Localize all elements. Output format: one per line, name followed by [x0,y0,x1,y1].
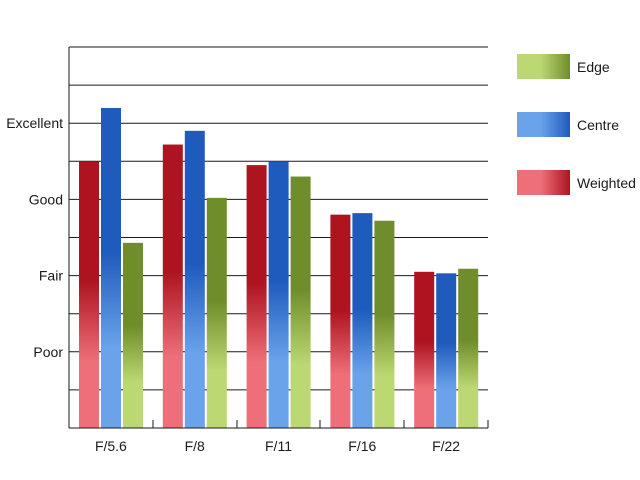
y-tick-label: Fair [39,268,63,284]
bar-weighted-f56 [79,161,99,429]
bar-weighted-f11 [246,165,267,429]
y-tick-label: Good [29,191,63,207]
x-category-label: F/11 [265,438,292,454]
bar-edge-f56 [123,242,143,428]
bar-weighted-f22 [414,271,435,428]
y-axis-tick-labels: Poor Fair Good Excellent [6,115,63,360]
bar-series-group [79,107,479,429]
x-category-label: F/5.6 [95,438,127,454]
axes [68,47,489,429]
bar-edge-f11 [290,176,311,428]
bar-centre-f8 [184,130,205,428]
bar-edge-f22 [458,268,479,428]
legend-label-centre: Centre [577,117,619,133]
bar-weighted-f16 [330,214,351,428]
x-category-label: F/8 [185,438,205,454]
x-category-label: F/16 [348,438,376,454]
y-tick-label: Excellent [6,115,63,131]
legend-label-weighted: Weighted [577,175,636,191]
bar-centre-f22 [436,273,457,428]
bar-weighted-f8 [162,144,183,428]
x-axis-category-labels: F/5.6 F/8 F/11 F/16 F/22 [95,438,460,454]
y-tick-label: Poor [33,344,63,360]
bar-centre-f11 [268,161,289,429]
bar-centre-f56 [101,107,121,429]
bar-edge-f16 [374,220,395,428]
legend-swatch-weighted [517,170,570,195]
legend-label-edge: Edge [577,59,610,75]
legend-swatch-edge [517,54,570,79]
bar-edge-f8 [206,197,227,428]
x-category-label: F/22 [432,438,460,454]
legend: Edge Centre Weighted [517,54,636,195]
legend-swatch-centre [517,112,570,137]
bar-centre-f16 [352,213,373,428]
